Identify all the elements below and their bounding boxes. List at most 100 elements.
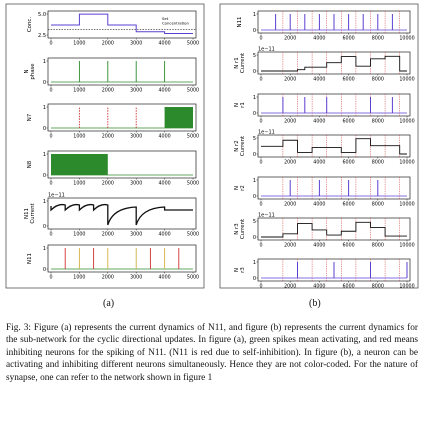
b-nr3-ylabel-line: N xyxy=(234,268,240,272)
b-nr3-current-xtick: 10000 xyxy=(399,243,414,249)
b-nr1-ytick: 0 xyxy=(253,111,256,117)
b-n11-xtick: 8000 xyxy=(372,36,384,42)
b-n11-xtick: 0 xyxy=(259,36,262,42)
a-n-phase-xtick: 5000 xyxy=(187,88,199,94)
b-nr3-current-ytick: 0 xyxy=(253,235,256,241)
b-n11-xtick: 2000 xyxy=(284,36,296,42)
a-n7-xtick: 5000 xyxy=(187,134,199,140)
b-nr2-ytick: 1 xyxy=(253,178,256,184)
a-n8-xtick: 5000 xyxy=(187,181,199,187)
b-nr1-xtick: 8000 xyxy=(372,119,384,125)
b-nr1-current-ylabel-line: Current xyxy=(240,53,246,73)
a-n11-xtick: 0 xyxy=(49,275,52,281)
b-nr2-current-ylabel-line: N r2 xyxy=(234,140,240,151)
b-nr3-current-ylabel: N r3Current xyxy=(234,219,246,239)
b-nr2-xtick: 6000 xyxy=(342,202,354,208)
a-n7-xtick: 3000 xyxy=(130,134,142,140)
b-nr3-ylabel: Nr3 xyxy=(234,267,246,273)
a-n8-xtick: 2000 xyxy=(102,181,114,187)
a-conc-legend-set: Set xyxy=(162,16,169,21)
b-nr1-ylabel-line: N xyxy=(234,103,240,107)
a-n-phase-ytick: 1 xyxy=(43,59,46,65)
a-n-phase-xtick: 1000 xyxy=(73,88,85,94)
a-n11-xtick: 2000 xyxy=(102,275,114,281)
a-n8-ylabel: N8 xyxy=(27,160,33,168)
a-conc-ytick: 2.5 xyxy=(38,33,46,39)
panel-a-frame xyxy=(5,3,205,289)
a-n11-current-xtick: 1000 xyxy=(73,232,85,238)
b-nr3-current-ytick: 5 xyxy=(253,219,256,225)
b-nr3-xtick: 4000 xyxy=(313,284,325,290)
b-nr2-current-xtick: 10000 xyxy=(399,160,414,166)
b-nr1-current-ytick: 5 xyxy=(253,53,256,59)
b-n11-ylabel: N11 xyxy=(237,17,243,28)
a-n-phase-xtick: 0 xyxy=(49,88,52,94)
panel-b-frame xyxy=(219,3,419,289)
a-conc-legend-conc: Concentration xyxy=(162,21,189,26)
b-nr1-xtick: 0 xyxy=(259,119,262,125)
a-n11-xtick: 1000 xyxy=(73,275,85,281)
a-n11-current-axes xyxy=(47,197,197,230)
figure-caption: Fig. 3: Figure (a) represents the curren… xyxy=(6,323,418,383)
a-n7-xtick: 0 xyxy=(49,134,52,140)
b-nr3-ylabel-line: r3 xyxy=(240,267,246,273)
a-n8-ytick: 0 xyxy=(43,173,46,179)
b-nr3-current-exponent: 1e−11 xyxy=(258,213,275,219)
b-nr1-current-ylabel: N r1Current xyxy=(234,53,246,73)
b-nr2-current-exponent: 1e−11 xyxy=(258,130,275,136)
b-nr3-current-trace xyxy=(261,221,407,238)
a-n7-fill-block xyxy=(164,107,193,128)
a-n11-xtick: 3000 xyxy=(130,275,142,281)
a-n11-current-xtick: 5000 xyxy=(187,232,199,238)
a-n8-ylabel-line: N8 xyxy=(27,160,33,168)
b-nr3-current-xtick: 0 xyxy=(259,243,262,249)
panel-b-label: (b) xyxy=(309,298,321,309)
b-nr3-xtick: 0 xyxy=(259,284,262,290)
b-nr2-current-xtick: 6000 xyxy=(342,160,354,166)
b-nr1-xtick: 2000 xyxy=(284,119,296,125)
b-nr3-current-xtick: 4000 xyxy=(313,243,325,249)
a-n11-current-ylabel: N11Current xyxy=(24,203,36,223)
b-nr3-current-xtick: 2000 xyxy=(284,243,296,249)
b-nr1-ylabel-line: r1 xyxy=(240,102,246,108)
a-n7-ytick: 0 xyxy=(43,126,46,132)
a-n11-current-exponent: 1e−11 xyxy=(48,193,65,199)
b-nr1-current-exponent: 1e−11 xyxy=(258,47,275,53)
b-nr2-ylabel-line: r2 xyxy=(240,185,246,191)
a-n-phase-ylabel-line: phase xyxy=(30,63,36,80)
figure-3: Conc.5.02.50 1000 2000 3000 4000 5000SetConce… xyxy=(5,3,419,290)
a-n11-current-ylabel-line: Current xyxy=(30,203,36,223)
b-nr1-current-xtick: 6000 xyxy=(342,77,354,83)
b-nr3-current-axes xyxy=(257,217,411,241)
a-n8-ytick: 1 xyxy=(43,152,46,158)
a-conc-series xyxy=(51,13,193,34)
b-nr3-current-ylabel-line: Current xyxy=(240,219,246,239)
a-n8-xtick: 4000 xyxy=(158,181,170,187)
a-conc-xtick: 1000 xyxy=(73,41,85,47)
a-n-phase-xtick: 3000 xyxy=(130,88,142,94)
b-nr1-xtick: 10000 xyxy=(399,119,414,125)
b-nr1-current-ytick: 0 xyxy=(253,69,256,75)
b-nr3-current-xtick: 6000 xyxy=(342,243,354,249)
b-nr1-ytick: 1 xyxy=(253,95,256,101)
b-nr2-current-ylabel-line: Current xyxy=(240,136,246,156)
b-n11-xtick: 6000 xyxy=(342,36,354,42)
a-n11-current-ytick: 0 xyxy=(43,224,46,230)
b-nr2-xtick: 8000 xyxy=(372,202,384,208)
b-nr3-current-xtick: 8000 xyxy=(372,243,384,249)
b-nr2-current-trace xyxy=(261,138,407,155)
b-nr3-xtick: 6000 xyxy=(342,284,354,290)
a-n11-current-trace xyxy=(50,203,193,226)
b-nr3-current-ylabel-line: N r3 xyxy=(234,223,240,234)
panel-a: Conc.5.02.50 1000 2000 3000 4000 5000SetConce… xyxy=(24,10,199,281)
a-conc-xtick: 5000 xyxy=(187,41,199,47)
b-nr2-xtick: 4000 xyxy=(313,202,325,208)
a-n7-xtick: 2000 xyxy=(102,134,114,140)
b-nr2-xtick: 10000 xyxy=(399,202,414,208)
b-nr1-current-xtick: 2000 xyxy=(284,77,296,83)
b-n11-xtick: 4000 xyxy=(313,36,325,42)
b-nr2-current-xtick: 4000 xyxy=(313,160,325,166)
b-nr1-current-xtick: 10000 xyxy=(399,77,414,83)
panel-a-label: (a) xyxy=(103,298,115,309)
b-nr3-xtick: 2000 xyxy=(284,284,296,290)
